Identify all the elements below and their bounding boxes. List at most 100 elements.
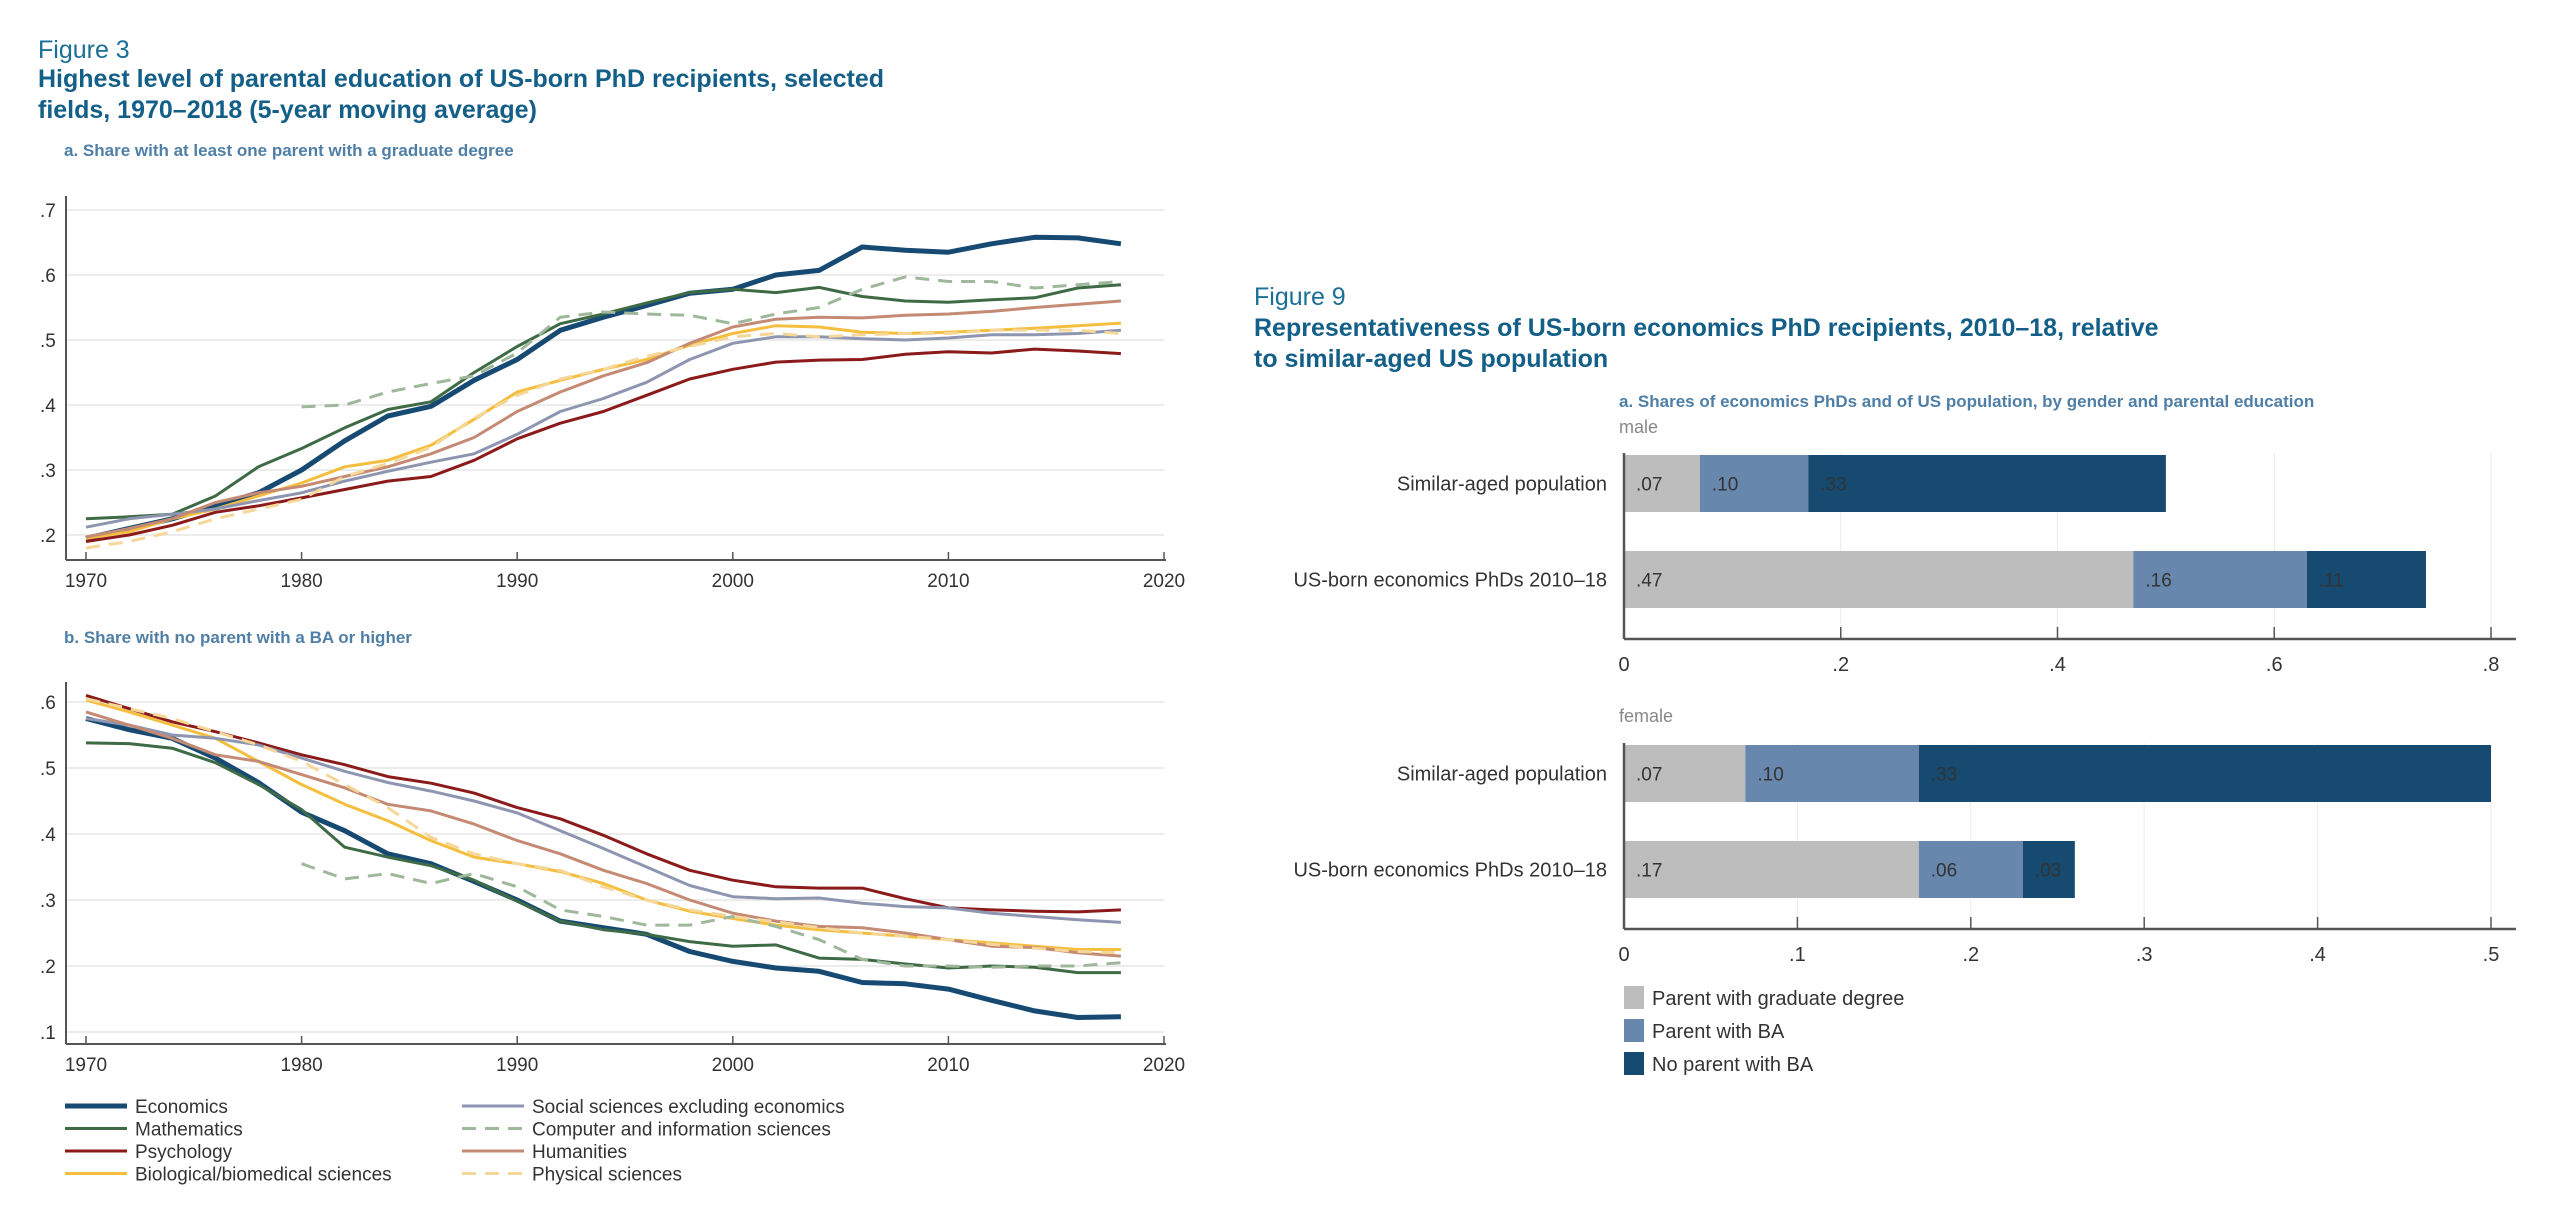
y-tick-label: .5 <box>40 759 56 780</box>
series-line-physical-sciences <box>85 328 1122 550</box>
legend-label: Physical sciences <box>532 1165 682 1186</box>
x-tick-label: 1980 <box>280 571 322 592</box>
bar-value-label: .10 <box>1757 765 1783 786</box>
bar-value-label: .16 <box>2145 571 2171 592</box>
x-tick-label: 2020 <box>1143 1055 1185 1076</box>
y-tick-label: .5 <box>40 331 56 352</box>
y-tick-label: .2 <box>40 526 56 547</box>
x-tick-label: 2000 <box>712 1055 754 1076</box>
legend-label: Social sciences excluding economics <box>532 1097 845 1118</box>
bar-legend-label: Parent with graduate degree <box>1652 988 1904 1010</box>
bar-value-label: .10 <box>1712 475 1738 496</box>
x-tick-label: 2010 <box>927 1055 969 1076</box>
series-line-social-sciences-excluding-economics <box>85 328 1122 529</box>
x-tick-label: .3 <box>2136 944 2153 966</box>
bar-segment-parent-with-graduate-degree <box>1624 745 1746 802</box>
bar-legend-swatch <box>1624 1052 1644 1075</box>
series-line-humanities <box>85 299 1122 539</box>
bar-value-label: .33 <box>1931 765 1957 786</box>
figure9-title-line2: to similar-aged US population <box>1254 345 1609 373</box>
figure9-label: Figure 9 <box>1254 283 1346 311</box>
bar-value-label: .11 <box>2319 571 2344 592</box>
category-label: US-born economics PhDs 2010–18 <box>1293 570 1607 592</box>
bar-legend-label: Parent with BA <box>1652 1021 1785 1043</box>
x-tick-label: 1990 <box>496 571 538 592</box>
x-tick-label: .2 <box>1832 654 1849 676</box>
legend-label: Mathematics <box>135 1120 243 1141</box>
bar-segment-parent-with-graduate-degree <box>1624 841 1919 898</box>
x-tick-label: .6 <box>2266 654 2283 676</box>
x-tick-label: .4 <box>2309 944 2326 966</box>
y-tick-label: .6 <box>40 266 56 287</box>
series-line-biological-biomedical-sciences <box>85 321 1121 540</box>
y-tick-label: .3 <box>40 891 56 912</box>
figure3-title-line2: fields, 1970–2018 (5-year moving average… <box>38 96 537 124</box>
bar-segment-parent-with-ba <box>1699 455 1809 512</box>
y-tick-label: .2 <box>40 957 56 978</box>
series-line-mathematics <box>85 741 1121 975</box>
bar-segment-parent-with-ba <box>2133 551 2307 608</box>
x-tick-label: 1990 <box>496 1055 538 1076</box>
bar-segment-parent-with-graduate-degree <box>1624 551 2134 608</box>
panel-a-subtitle: a. Share with at least one parent with a… <box>64 141 514 160</box>
legend-label: Psychology <box>135 1142 233 1163</box>
bar-value-label: .03 <box>2035 861 2061 882</box>
bar-legend-swatch <box>1624 1019 1644 1042</box>
bar-value-label: .07 <box>1636 765 1662 786</box>
x-tick-label: 1980 <box>280 1055 322 1076</box>
series-line-social-sciences-excluding-economics <box>85 717 1121 924</box>
series-line-psychology <box>85 347 1121 543</box>
bar-segment-parent-with-graduate-degree <box>1624 455 1700 512</box>
series-line-physical-sciences <box>85 697 1121 955</box>
x-tick-label: 1970 <box>65 1055 107 1076</box>
bar-value-label: .33 <box>1820 475 1846 496</box>
figure9-panel-a-subtitle: a. Shares of economics PhDs and of US po… <box>1619 392 2315 411</box>
bar-segment-parent-with-ba <box>1918 841 2023 898</box>
y-tick-label: .7 <box>40 201 56 222</box>
bar-value-label: .06 <box>1931 861 1957 882</box>
series-line-mathematics <box>85 283 1122 521</box>
category-label: Similar-aged population <box>1397 474 1607 496</box>
x-tick-label: 0 <box>1618 944 1629 966</box>
figure3-title-line1: Highest level of parental education of U… <box>38 65 885 93</box>
bar-segment-no-parent-with-ba <box>2022 841 2075 898</box>
x-tick-label: 0 <box>1618 654 1629 676</box>
y-tick-label: .6 <box>40 693 56 714</box>
bar-legend-label: No parent with BA <box>1652 1054 1814 1076</box>
male-group-label: male <box>1619 417 1659 437</box>
series-line-psychology <box>85 693 1121 914</box>
x-tick-label: 2020 <box>1143 571 1185 592</box>
series-line-computer-and-information-sciences <box>301 862 1122 969</box>
bar-value-label: .17 <box>1636 861 1662 882</box>
x-tick-label: 1970 <box>65 571 107 592</box>
bar-segment-parent-with-ba <box>1745 745 1919 802</box>
figure3-label: Figure 3 <box>38 36 130 64</box>
x-tick-label: .2 <box>1962 944 1979 966</box>
x-tick-label: .1 <box>1789 944 1806 966</box>
female-group-label: female <box>1619 706 1674 726</box>
x-tick-label: .8 <box>2483 654 2500 676</box>
y-tick-label: .1 <box>40 1023 56 1044</box>
legend-label: Biological/biomedical sciences <box>135 1165 392 1186</box>
legend-label: Computer and information sciences <box>532 1120 831 1141</box>
bar-segment-no-parent-with-ba <box>1918 745 2491 802</box>
legend-label: Economics <box>135 1097 228 1118</box>
series-line-economics <box>85 716 1121 1020</box>
bar-legend-swatch <box>1624 986 1644 1009</box>
bar-segment-no-parent-with-ba <box>1808 455 2166 512</box>
category-label: US-born economics PhDs 2010–18 <box>1293 860 1607 882</box>
series-line-computer-and-information-sciences <box>301 275 1122 409</box>
x-tick-label: .4 <box>2049 654 2066 676</box>
x-tick-label: 2010 <box>927 571 969 592</box>
bar-value-label: .07 <box>1636 475 1662 496</box>
bar-segment-no-parent-with-ba <box>2306 551 2426 608</box>
legend-label: Humanities <box>532 1142 627 1163</box>
y-tick-label: .4 <box>40 825 56 846</box>
bar-value-label: .47 <box>1636 571 1662 592</box>
figure9-title-line1: Representativeness of US-born economics … <box>1254 314 2159 342</box>
x-tick-label: 2000 <box>712 571 754 592</box>
panel-b-subtitle: b. Share with no parent with a BA or hig… <box>64 628 412 647</box>
y-tick-label: .3 <box>40 461 56 482</box>
category-label: Similar-aged population <box>1397 764 1607 786</box>
